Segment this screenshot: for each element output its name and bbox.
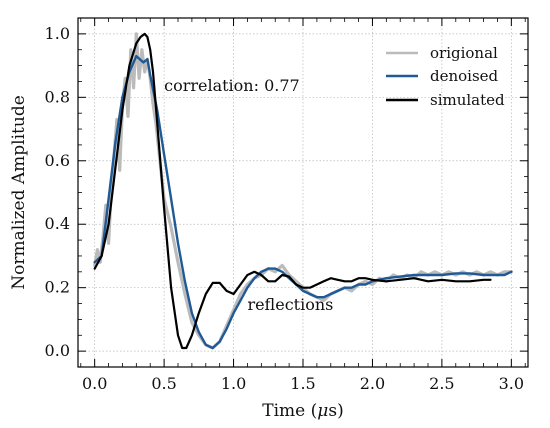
x-tick-label: 2.0 (360, 374, 385, 393)
y-axis-label: Normalized Amplitude (9, 95, 29, 290)
legend-label-origional: origional (430, 44, 498, 62)
legend: origional denoised simulated (386, 44, 505, 109)
series-line-denoised (93, 54, 513, 350)
legend-label-denoised: denoised (430, 67, 499, 85)
series-line-simulated (93, 32, 492, 350)
x-tick-label: 2.5 (429, 374, 454, 393)
y-tick-label: 0.8 (45, 87, 70, 106)
legend-label-simulated: simulated (430, 91, 505, 109)
x-tick-label: 1.5 (290, 374, 315, 393)
x-tick-label: 1.0 (221, 374, 246, 393)
y-tick-label: 1.0 (45, 24, 70, 43)
x-axis-label: Time (μs) (262, 401, 343, 421)
ticks: 0.0 0.5 1.0 1.5 2.0 2.5 3.0 0.0 0.2 0.4 0.6 0.8 1.0 (45, 18, 528, 393)
y-tick-label: 0.6 (45, 151, 70, 170)
x-tick-label: 0.5 (151, 374, 176, 393)
annotation-correlation: correlation: 0.77 (164, 76, 300, 95)
y-tick-label: 0.2 (45, 278, 70, 297)
x-tick-label: 0.0 (82, 374, 107, 393)
y-tick-label: 0.0 (45, 341, 70, 360)
y-tick-label: 0.4 (45, 214, 70, 233)
annotation-reflections: reflections (247, 295, 333, 314)
x-tick-label: 3.0 (499, 374, 524, 393)
plot-frame (77, 17, 529, 368)
series-group (93, 32, 513, 350)
